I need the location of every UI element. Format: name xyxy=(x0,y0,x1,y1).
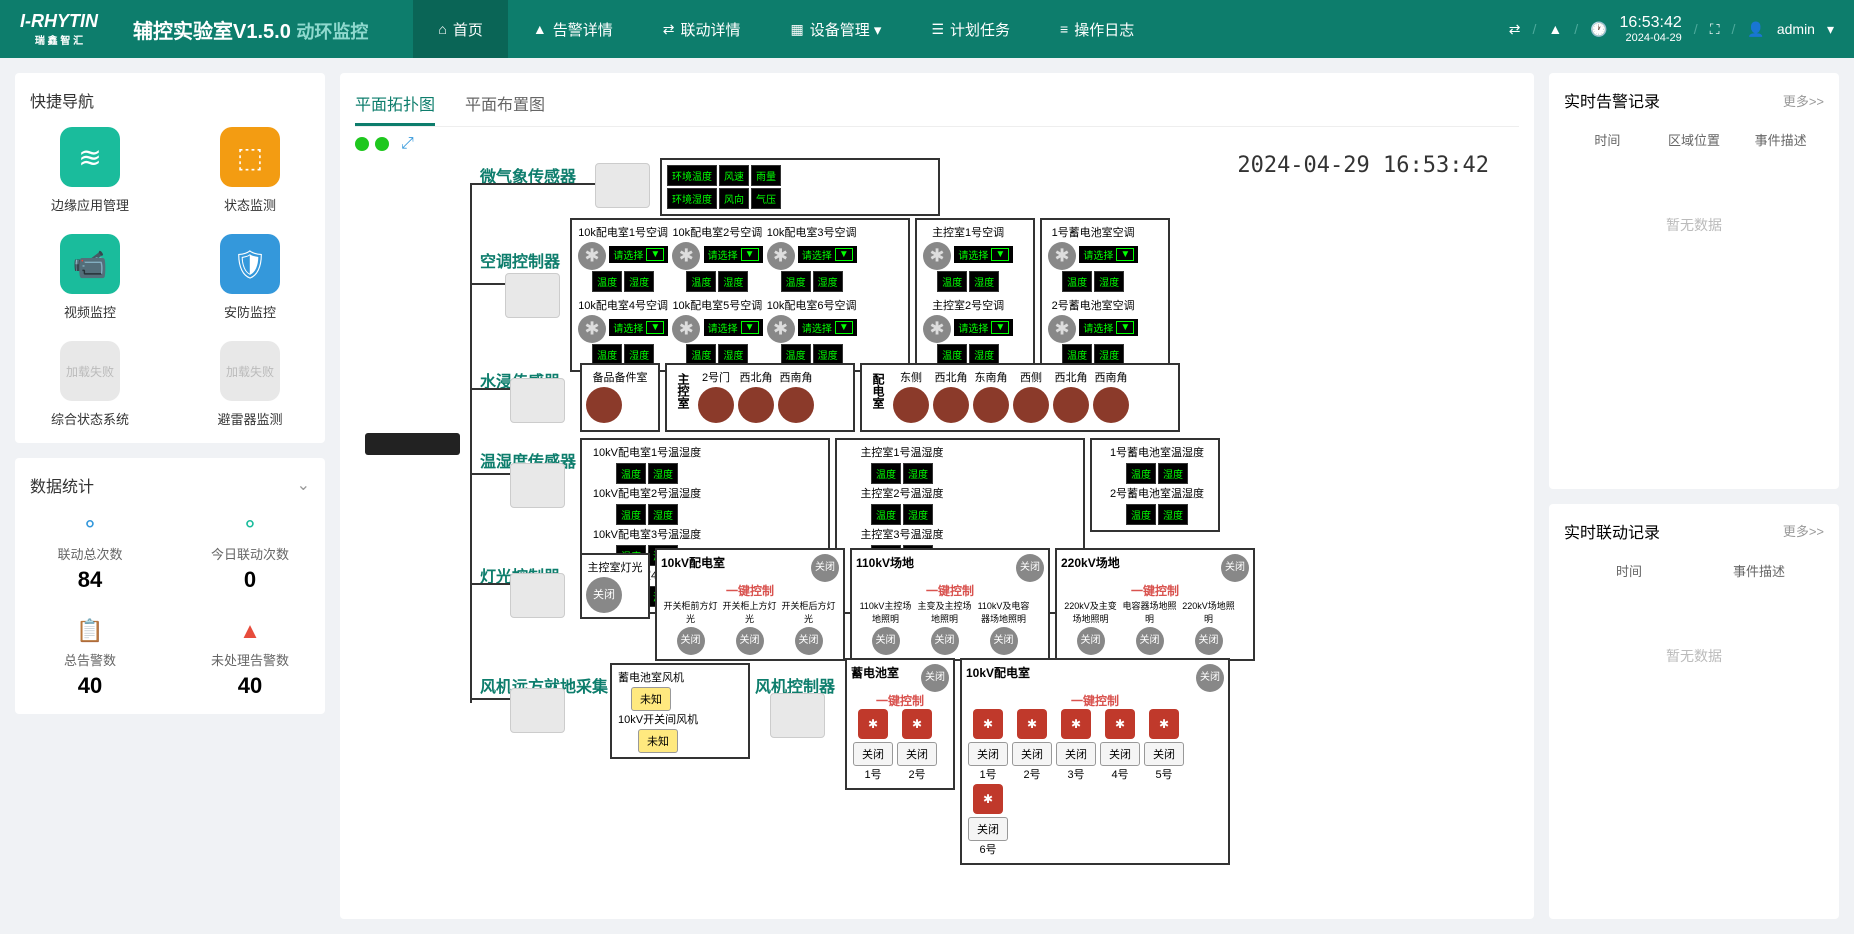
device-icon xyxy=(505,273,560,318)
quicknav-panel: 快捷导航 ≋边缘应用管理 ⬚状态监测 📹视频监控 🛡安防监控加载失败综合状态系统加载失… xyxy=(15,73,325,443)
quicknav-避雷器监测[interactable]: 加载失败避雷器监测 xyxy=(190,341,310,428)
logo: I-RHYTIN 瑞 鑫 智 汇 xyxy=(0,11,118,47)
warning-icon[interactable]: ▲ xyxy=(1548,21,1562,37)
nav-计划任务[interactable]: ☰计划任务 xyxy=(906,0,1035,58)
linkage-nodata: 暂无数据 xyxy=(1564,586,1824,726)
diagram-timestamp: 2024-04-29 16:53:42 xyxy=(1237,153,1489,178)
time-display: 16:53:42 2024-04-29 xyxy=(1620,13,1682,45)
stat-今日联动次数: ⚬今日联动次数0 xyxy=(190,512,310,593)
alarm-more-link[interactable]: 更多>> xyxy=(1783,91,1824,110)
diagram-box: 备品备件室 xyxy=(580,363,660,432)
device-icon xyxy=(510,378,565,423)
nav-告警详情[interactable]: ▲告警详情 xyxy=(508,0,638,58)
quicknav-综合状态系统[interactable]: 加载失败综合状态系统 xyxy=(30,341,150,428)
header: I-RHYTIN 瑞 鑫 智 汇 辅控实验室V1.5.0 动环监控 ⌂首页▲告警… xyxy=(0,0,1854,58)
device-icon xyxy=(510,688,565,733)
linkage-title: 实时联动记录 xyxy=(1564,519,1660,543)
nav-联动详情[interactable]: ⇄联动详情 xyxy=(638,0,766,58)
clock-icon: 🕐 xyxy=(1590,21,1607,38)
app-title: 辅控实验室V1.5.0 动环监控 xyxy=(118,15,383,44)
nav-操作日志[interactable]: ≡操作日志 xyxy=(1035,0,1159,58)
diagram-box: 主控室灯光关闭 xyxy=(580,553,650,619)
status-dot xyxy=(355,137,369,151)
diagram-box: 10k配电室1号空调 请选择▼温度湿度10k配电室2号空调 请选择▼温度湿度10… xyxy=(570,218,910,372)
app-subtitle: 动环监控 xyxy=(296,22,368,42)
nav-首页[interactable]: ⌂首页 xyxy=(413,0,507,58)
server-icon xyxy=(365,433,460,455)
quicknav-状态监测[interactable]: ⬚状态监测 xyxy=(190,127,310,214)
chevron-down-icon[interactable]: ▾ xyxy=(1827,21,1834,38)
main-nav: ⌂首页▲告警详情⇄联动详情▦设备管理 ▾☰计划任务≡操作日志 xyxy=(413,0,1159,58)
diagram-box: 主控室1号空调 请选择▼温度湿度主控室2号空调 请选择▼温度湿度 xyxy=(915,218,1035,372)
fullscreen-icon[interactable]: ⛶ xyxy=(1710,21,1720,38)
diagram-box: 220kV场地关闭一键控制220kV及主变场地照明关闭电容器场地照明关闭220k… xyxy=(1055,548,1255,661)
quicknav-视频监控[interactable]: 📹视频监控 xyxy=(30,234,150,321)
chevron-down-icon[interactable]: ⌄ xyxy=(297,475,310,495)
stat-联动总次数: ⚬联动总次数84 xyxy=(30,512,150,593)
diagram-box: 环境温度风速雨量环境湿度风向气压 xyxy=(660,158,940,216)
status-dot xyxy=(375,137,389,151)
diagram-box: 配电室东侧西北角东南角西侧西北角西南角 xyxy=(860,363,1180,432)
tab-topology[interactable]: 平面拓扑图 xyxy=(355,83,435,126)
user-icon: 👤 xyxy=(1747,21,1764,38)
logo-subtitle: 瑞 鑫 智 汇 xyxy=(20,32,98,47)
stats-title: 数据统计 xyxy=(30,473,94,497)
sync-icon[interactable]: ⇄ xyxy=(1509,21,1521,38)
diagram-box: 1号蓄电池室空调 请选择▼温度湿度2号蓄电池室空调 请选择▼温度湿度 xyxy=(1040,218,1170,372)
quicknav-安防监控[interactable]: 🛡安防监控 xyxy=(190,234,310,321)
tab-layout[interactable]: 平面布置图 xyxy=(465,83,545,126)
diagram-box: 10kV配电室关闭一键控制开关柜前方灯光关闭开关柜上方灯光关闭开关柜后方灯光关闭 xyxy=(655,548,845,661)
stats-panel: 数据统计 ⌄ ⚬联动总次数84 ⚬今日联动次数0 📋总告警数40 ▲未处理告警数40 xyxy=(15,458,325,714)
linkage-more-link[interactable]: 更多>> xyxy=(1783,521,1824,540)
nav-设备管理[interactable]: ▦设备管理 ▾ xyxy=(766,0,907,58)
device-icon xyxy=(510,463,565,508)
diagram-box: 1号蓄电池室温湿度温度湿度2号蓄电池室温湿度温度湿度 xyxy=(1090,438,1220,532)
diagram-box: 110kV场地关闭一键控制110kV主控场地照明关闭主变及主控场地照明关闭110… xyxy=(850,548,1050,661)
diagram-box: 主控室2号门西北角西南角 xyxy=(665,363,855,432)
diagram-box: 蓄电池室关闭一键控制关闭1号关闭2号 xyxy=(845,658,955,790)
alarm-nodata: 暂无数据 xyxy=(1564,155,1824,295)
quicknav-边缘应用管理[interactable]: ≋边缘应用管理 xyxy=(30,127,150,214)
alarm-panel: 实时告警记录 更多>> 时间区域位置事件描述 暂无数据 xyxy=(1549,73,1839,489)
username[interactable]: admin xyxy=(1777,21,1815,37)
device-icon xyxy=(510,573,565,618)
device-icon xyxy=(770,693,825,738)
expand-icon[interactable]: ⤢ xyxy=(401,135,414,153)
quicknav-title: 快捷导航 xyxy=(30,88,310,112)
stat-未处理告警数: ▲未处理告警数40 xyxy=(190,618,310,699)
section-label: 空调控制器 xyxy=(480,248,560,272)
diagram-box: 蓄电池室风机未知10kV开关间风机未知 xyxy=(610,663,750,759)
diagram-panel: 平面拓扑图 平面布置图 ⤢ 2024-04-29 16:53:42 微气象传感器… xyxy=(340,73,1534,919)
stat-总告警数: 📋总告警数40 xyxy=(30,618,150,699)
diagram-box: 10kV配电室关闭一键控制关闭1号关闭2号关闭3号关闭4号关闭5号关闭6号 xyxy=(960,658,1230,865)
logo-text: I-RHYTIN xyxy=(20,11,98,31)
alarm-title: 实时告警记录 xyxy=(1564,88,1660,112)
header-right: ⇄/ ▲/ 🕐 16:53:42 2024-04-29 / ⛶/ 👤 admin… xyxy=(1509,13,1854,45)
device-icon xyxy=(595,163,650,208)
linkage-panel: 实时联动记录 更多>> 时间事件描述 暂无数据 xyxy=(1549,504,1839,920)
